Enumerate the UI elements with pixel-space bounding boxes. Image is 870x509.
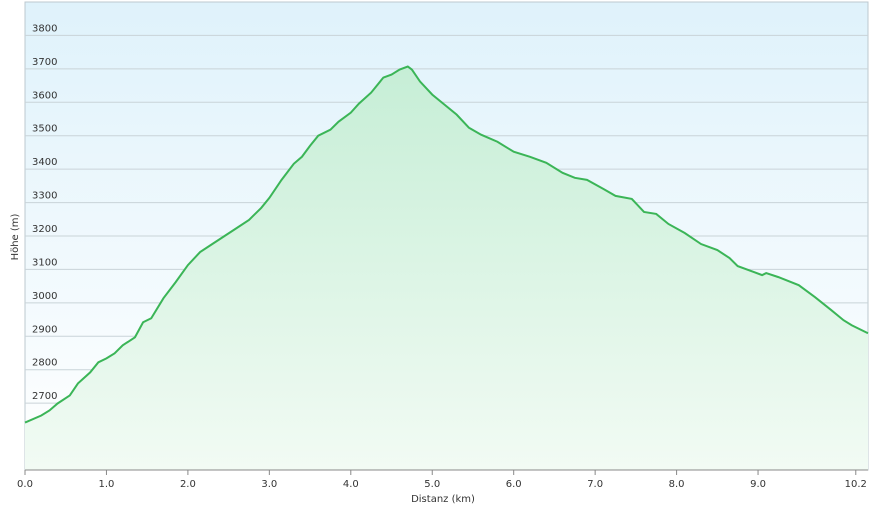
y-tick-label: 3400 bbox=[32, 157, 57, 168]
x-tick-label: 2.0 bbox=[180, 479, 196, 490]
x-tick-label: 6.0 bbox=[506, 479, 522, 490]
y-tick-label: 3500 bbox=[32, 124, 57, 135]
elevation-line bbox=[24, 65, 869, 424]
y-tick-label: 3700 bbox=[32, 57, 57, 68]
x-tick-label: 4.0 bbox=[343, 479, 359, 490]
x-tick-label: 7.0 bbox=[587, 479, 603, 490]
y-tick-label: 3800 bbox=[32, 23, 57, 34]
x-tick-label: 3.0 bbox=[261, 479, 277, 490]
y-tick-label: 2700 bbox=[32, 391, 57, 402]
y-axis-title: Höhe (m) bbox=[10, 213, 21, 260]
x-tick-label: 8.0 bbox=[669, 479, 685, 490]
y-tick-label: 2900 bbox=[32, 324, 57, 335]
x-tick-label: 9.0 bbox=[750, 479, 766, 490]
x-tick-label: 10.2 bbox=[845, 479, 867, 490]
y-tick-label: 2800 bbox=[32, 358, 57, 369]
x-tick-label: 0.0 bbox=[17, 479, 33, 490]
y-tick-label: 3100 bbox=[32, 257, 57, 268]
area-fill bbox=[25, 66, 868, 470]
x-tick-label: 1.0 bbox=[98, 479, 114, 490]
y-tick-label: 3000 bbox=[32, 291, 57, 302]
y-tick-label: 3300 bbox=[32, 191, 57, 202]
y-tick-label: 3200 bbox=[32, 224, 57, 235]
x-axis-title: Distanz (km) bbox=[411, 494, 475, 505]
x-tick-label: 5.0 bbox=[424, 479, 440, 490]
y-tick-label: 3600 bbox=[32, 90, 57, 101]
